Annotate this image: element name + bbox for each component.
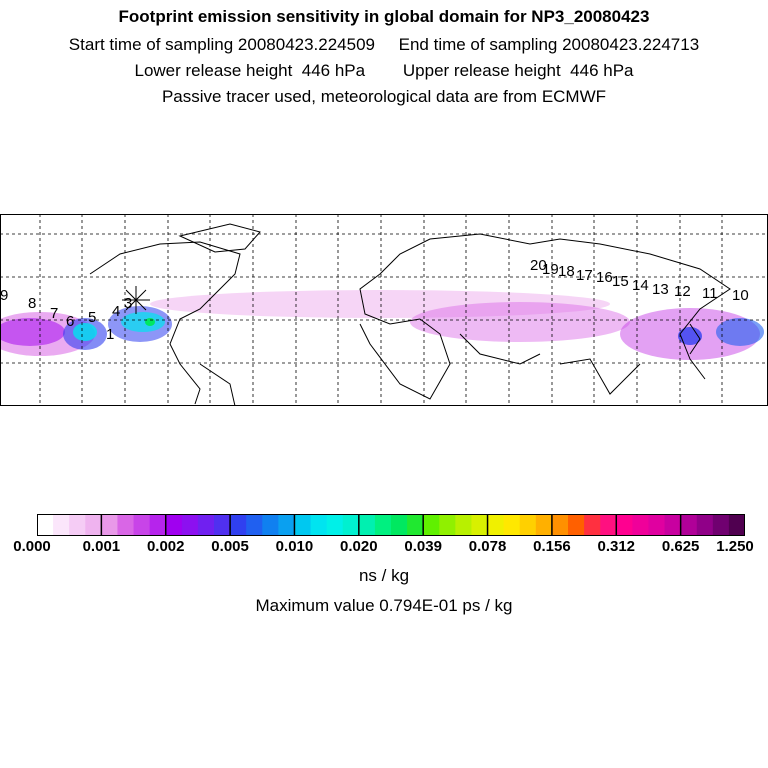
colorbar-swatch bbox=[37, 514, 54, 536]
colorbar-swatch bbox=[374, 514, 392, 536]
colorbar-swatch bbox=[53, 514, 70, 536]
colorbar-swatch bbox=[149, 514, 167, 536]
colorbar-swatch bbox=[69, 514, 86, 536]
colorbar-swatch bbox=[568, 514, 585, 536]
x-marker bbox=[122, 286, 150, 314]
colorbar-swatch bbox=[326, 514, 344, 536]
colorbar-swatch bbox=[519, 514, 537, 536]
sensitivity-plume bbox=[0, 290, 764, 360]
colorbar-swatch bbox=[230, 514, 247, 536]
colorbar-swatch bbox=[728, 514, 746, 536]
colorbar-swatch bbox=[407, 514, 424, 536]
colorbar-tick-label: 0.625 bbox=[661, 538, 700, 555]
colorbar-tick-label: 0.156 bbox=[533, 538, 571, 555]
colorbar-swatch bbox=[551, 514, 569, 536]
colorbar-swatch bbox=[133, 514, 151, 536]
colorbar-swatch bbox=[600, 514, 617, 536]
trajectory-label: 6 bbox=[66, 313, 74, 330]
trajectory-label: 4 bbox=[112, 303, 120, 320]
trajectory-label: 14 bbox=[632, 277, 649, 294]
trajectory-label: 3 bbox=[124, 295, 132, 312]
page-title: Footprint emission sensitivity in global… bbox=[118, 7, 650, 26]
colorbar-swatch bbox=[471, 514, 489, 536]
tracer-info-line: Passive tracer used, meteorological data… bbox=[161, 87, 607, 106]
colorbar-swatch bbox=[696, 514, 714, 536]
colorbar-swatch bbox=[85, 514, 102, 536]
colorbar-swatch bbox=[358, 514, 376, 536]
colorbar-swatch bbox=[680, 514, 698, 536]
coastlines bbox=[89, 223, 731, 406]
colorbar-swatch bbox=[101, 514, 119, 536]
colorbar-frame bbox=[37, 514, 745, 536]
colorbar-tick-label: 0.005 bbox=[211, 538, 249, 555]
colorbar-tick-label: 0.010 bbox=[275, 538, 314, 555]
colorbar-tick-label: 1.250 bbox=[716, 538, 754, 555]
colorbar-swatch bbox=[648, 514, 666, 536]
colorbar-swatch bbox=[391, 514, 408, 536]
trajectory-label: 9 bbox=[0, 287, 8, 304]
colorbar-tick-label: 0.002 bbox=[146, 538, 185, 555]
trajectory-label: 20 bbox=[530, 257, 547, 274]
colorbar-swatch bbox=[342, 514, 360, 536]
trajectory-label: 10 bbox=[732, 287, 749, 304]
colorbar-tick-label: 0.000 bbox=[13, 538, 51, 555]
colorbar-swatch bbox=[423, 514, 440, 536]
colorbar-swatch bbox=[262, 514, 279, 536]
colorbar-swatch bbox=[584, 514, 601, 536]
trajectory-label: 1 bbox=[106, 326, 114, 343]
trajectory-label: 7 bbox=[50, 305, 58, 322]
trajectory-label: 15 bbox=[612, 273, 629, 290]
colorbar bbox=[36, 514, 746, 536]
colorbar-swatch bbox=[712, 514, 730, 536]
colorbar-tick-label: 0.001 bbox=[82, 538, 121, 555]
colorbar-tick-label: 0.020 bbox=[340, 538, 378, 555]
colorbar-swatch bbox=[535, 514, 553, 536]
trajectory-label: 16 bbox=[596, 269, 613, 286]
release-height-line: Lower release height 446 hPa Upper relea… bbox=[134, 61, 634, 80]
trajectory-label: 12 bbox=[674, 283, 691, 300]
world-map: 1 3 4 5 6 7 8 9 10 11 12 13 14 15 16 17 18 19 20 bbox=[0, 214, 768, 406]
trajectory-label: 17 bbox=[576, 267, 593, 284]
colorbar-swatch bbox=[439, 514, 456, 536]
sampling-time-line: Start time of sampling 20080423.224509 E… bbox=[68, 35, 700, 54]
colorbar-swatch bbox=[197, 514, 215, 536]
colorbar-tick-label: 0.312 bbox=[597, 538, 636, 555]
maximum-value: Maximum value 0.794E-01 ps / kg bbox=[255, 596, 513, 615]
colorbar-swatch bbox=[503, 514, 521, 536]
colorbar-tick-label: 0.078 bbox=[468, 538, 507, 555]
trajectory-label: 13 bbox=[652, 281, 669, 298]
colorbar-swatch bbox=[664, 514, 682, 536]
colorbar-swatch bbox=[165, 514, 183, 536]
colorbar-tick-label: 0.039 bbox=[404, 538, 442, 555]
trajectory-label: 8 bbox=[28, 295, 36, 312]
colorbar-swatch bbox=[310, 514, 328, 536]
colorbar-swatch bbox=[487, 514, 505, 536]
colorbar-swatch bbox=[246, 514, 263, 536]
colorbar-swatch bbox=[632, 514, 650, 536]
colorbar-swatch bbox=[294, 514, 312, 536]
colorbar-swatch bbox=[455, 514, 473, 536]
colorbar-swatch bbox=[181, 514, 199, 536]
trajectory-label: 19 bbox=[542, 261, 559, 278]
colorbar-swatch bbox=[616, 514, 633, 536]
trajectory-label: 11 bbox=[702, 285, 718, 302]
lat-lon-grid bbox=[0, 214, 768, 406]
colorbar-swatch bbox=[278, 514, 296, 536]
trajectory-label: 5 bbox=[88, 309, 96, 326]
colorbar-swatch bbox=[117, 514, 135, 536]
colorbar-unit: ns / kg bbox=[358, 566, 410, 585]
trajectory-label: 18 bbox=[558, 263, 575, 280]
colorbar-swatch bbox=[214, 514, 231, 536]
